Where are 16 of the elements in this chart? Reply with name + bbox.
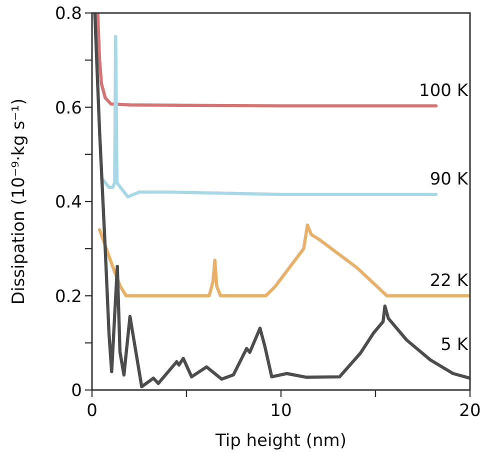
y-tick-label: 0 — [71, 381, 82, 401]
series-label: 100 K — [419, 80, 469, 101]
y-axis-title: Dissipation (10⁻⁹·kg s⁻¹) — [9, 98, 29, 305]
line-series — [93, 13, 470, 388]
series-label: 22 K — [430, 270, 469, 291]
y-tick-label: 0.2 — [54, 286, 82, 307]
x-tick-label: 20 — [459, 401, 481, 421]
series-label: 5 K — [440, 334, 469, 355]
y-tick-label: 0.8 — [54, 4, 82, 24]
x-axis-title: Tip height (nm) — [214, 431, 346, 451]
x-tick-label: 0 — [86, 401, 98, 421]
y-tick-label: 0.6 — [54, 98, 82, 118]
y-tick-label: 0.4 — [54, 192, 82, 212]
line-series — [98, 223, 470, 298]
x-tick-label: 10 — [270, 401, 292, 421]
series-label: 90 K — [430, 169, 469, 190]
